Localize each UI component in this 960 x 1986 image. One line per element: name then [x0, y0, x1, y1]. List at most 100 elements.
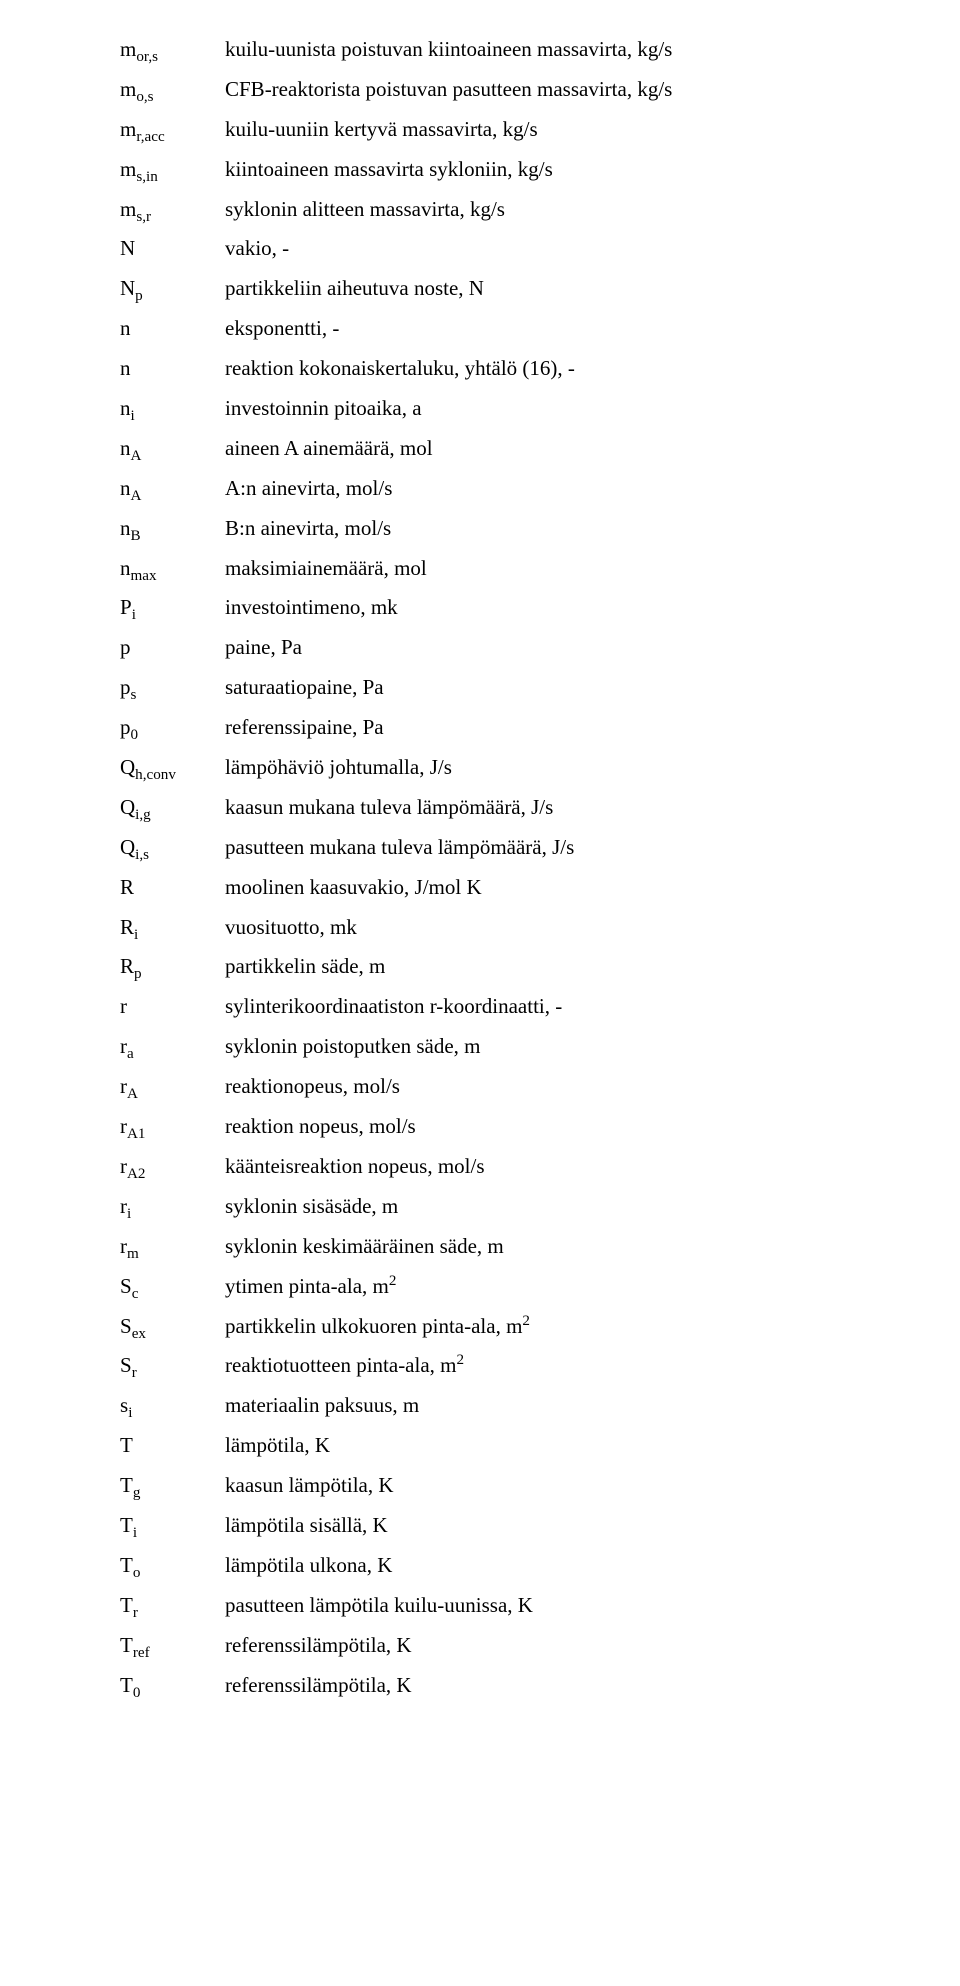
definition-row: simateriaalin paksuus, m — [120, 1386, 960, 1426]
definition-table: mor,skuilu-uunista poistuvan kiintoainee… — [120, 30, 960, 1705]
symbol-cell: R — [120, 868, 225, 908]
definition-row: risyklonin sisäsäde, m — [120, 1187, 960, 1227]
definition-row: rA2käänteisreaktion nopeus, mol/s — [120, 1147, 960, 1187]
definition-cell: reaktion kokonaiskertaluku, yhtälö (16),… — [225, 349, 960, 389]
definition-cell: vakio, - — [225, 229, 960, 269]
symbol-cell: si — [120, 1386, 225, 1426]
definition-row: Trefreferenssilämpötila, K — [120, 1626, 960, 1666]
definition-cell: referenssipaine, Pa — [225, 708, 960, 748]
symbol-cell: nA — [120, 429, 225, 469]
definition-row: Tgkaasun lämpötila, K — [120, 1466, 960, 1506]
definition-row: Srreaktiotuotteen pinta-ala, m2 — [120, 1346, 960, 1386]
definition-cell: lämpötila sisällä, K — [225, 1506, 960, 1546]
definition-cell: vuosituotto, mk — [225, 908, 960, 948]
symbol-cell: Qi,s — [120, 828, 225, 868]
definition-cell: reaktiotuotteen pinta-ala, m2 — [225, 1346, 960, 1386]
symbol-cell: mor,s — [120, 30, 225, 70]
definition-row: Tilämpötila sisällä, K — [120, 1506, 960, 1546]
symbol-cell: nB — [120, 509, 225, 549]
symbol-cell: ra — [120, 1027, 225, 1067]
definition-cell: saturaatiopaine, Pa — [225, 668, 960, 708]
definition-cell: kaasun mukana tuleva lämpömäärä, J/s — [225, 788, 960, 828]
symbol-cell: Rp — [120, 947, 225, 987]
definition-cell: syklonin sisäsäde, m — [225, 1187, 960, 1227]
definition-cell: partikkelin ulkokuoren pinta-ala, m2 — [225, 1307, 960, 1347]
definition-cell: eksponentti, - — [225, 309, 960, 349]
definition-row: ms,rsyklonin alitteen massavirta, kg/s — [120, 190, 960, 230]
definition-cell: ytimen pinta-ala, m2 — [225, 1267, 960, 1307]
definition-cell: kaasun lämpötila, K — [225, 1466, 960, 1506]
definition-cell: kuilu-uunista poistuvan kiintoaineen mas… — [225, 30, 960, 70]
symbol-cell: r — [120, 987, 225, 1027]
symbol-cell: Sr — [120, 1346, 225, 1386]
definition-row: Rivuosituotto, mk — [120, 908, 960, 948]
definition-cell: B:n ainevirta, mol/s — [225, 509, 960, 549]
definition-cell: syklonin poistoputken säde, m — [225, 1027, 960, 1067]
symbol-cell: Qi,g — [120, 788, 225, 828]
definition-row: Rppartikkelin säde, m — [120, 947, 960, 987]
definition-row: rAreaktionopeus, mol/s — [120, 1067, 960, 1107]
definition-cell: reaktionopeus, mol/s — [225, 1067, 960, 1107]
symbol-cell: ps — [120, 668, 225, 708]
definition-row: rmsyklonin keskimääräinen säde, m — [120, 1227, 960, 1267]
definition-row: Tlämpötila, K — [120, 1426, 960, 1466]
symbol-cell: n — [120, 349, 225, 389]
definition-row: nAA:n ainevirta, mol/s — [120, 469, 960, 509]
definition-row: Piinvestointimeno, mk — [120, 588, 960, 628]
definition-cell: maksimiainemäärä, mol — [225, 549, 960, 589]
symbol-cell: nA — [120, 469, 225, 509]
symbol-cell: Qh,conv — [120, 748, 225, 788]
definition-cell: lämpöhäviö johtumalla, J/s — [225, 748, 960, 788]
symbol-cell: ms,in — [120, 150, 225, 190]
definition-cell: A:n ainevirta, mol/s — [225, 469, 960, 509]
definition-cell: partikkeliin aiheutuva noste, N — [225, 269, 960, 309]
definition-row: mo,sCFB-reaktorista poistuvan pasutteen … — [120, 70, 960, 110]
symbol-cell: To — [120, 1546, 225, 1586]
definition-cell: referenssilämpötila, K — [225, 1666, 960, 1706]
definition-cell: sylinterikoordinaatiston r-koordinaatti,… — [225, 987, 960, 1027]
symbol-cell: Tg — [120, 1466, 225, 1506]
definition-row: Trpasutteen lämpötila kuilu-uunissa, K — [120, 1586, 960, 1626]
symbol-cell: mo,s — [120, 70, 225, 110]
definition-cell: kuilu-uuniin kertyvä massavirta, kg/s — [225, 110, 960, 150]
definition-row: Qi,spasutteen mukana tuleva lämpömäärä, … — [120, 828, 960, 868]
definition-row: Tolämpötila ulkona, K — [120, 1546, 960, 1586]
definition-row: nreaktion kokonaiskertaluku, yhtälö (16)… — [120, 349, 960, 389]
symbol-cell: nmax — [120, 549, 225, 589]
symbol-cell: rA — [120, 1067, 225, 1107]
symbol-cell: rA2 — [120, 1147, 225, 1187]
definition-row: ms,inkiintoaineen massavirta sykloniin, … — [120, 150, 960, 190]
symbol-cell: rm — [120, 1227, 225, 1267]
definition-row: ppaine, Pa — [120, 628, 960, 668]
symbol-cell: Ri — [120, 908, 225, 948]
symbol-cell: mr,acc — [120, 110, 225, 150]
definition-row: nmaxmaksimiainemäärä, mol — [120, 549, 960, 589]
symbol-cell: Sc — [120, 1267, 225, 1307]
definition-row: pssaturaatiopaine, Pa — [120, 668, 960, 708]
definition-cell: materiaalin paksuus, m — [225, 1386, 960, 1426]
definition-row: mr,acckuilu-uuniin kertyvä massavirta, k… — [120, 110, 960, 150]
definition-row: nBB:n ainevirta, mol/s — [120, 509, 960, 549]
definition-row: neksponentti, - — [120, 309, 960, 349]
definition-row: mor,skuilu-uunista poistuvan kiintoainee… — [120, 30, 960, 70]
definition-row: Qi,gkaasun mukana tuleva lämpömäärä, J/s — [120, 788, 960, 828]
definition-cell: pasutteen lämpötila kuilu-uunissa, K — [225, 1586, 960, 1626]
definition-row: Sexpartikkelin ulkokuoren pinta-ala, m2 — [120, 1307, 960, 1347]
definition-cell: reaktion nopeus, mol/s — [225, 1107, 960, 1147]
definition-cell: moolinen kaasuvakio, J/mol K — [225, 868, 960, 908]
definition-cell: referenssilämpötila, K — [225, 1626, 960, 1666]
definition-row: Nppartikkeliin aiheutuva noste, N — [120, 269, 960, 309]
definition-row: niinvestoinnin pitoaika, a — [120, 389, 960, 429]
definition-cell: paine, Pa — [225, 628, 960, 668]
symbol-cell: Tr — [120, 1586, 225, 1626]
definition-row: Nvakio, - — [120, 229, 960, 269]
symbol-cell: Ti — [120, 1506, 225, 1546]
definition-row: Scytimen pinta-ala, m2 — [120, 1267, 960, 1307]
definition-cell: investoinnin pitoaika, a — [225, 389, 960, 429]
definition-cell: pasutteen mukana tuleva lämpömäärä, J/s — [225, 828, 960, 868]
definition-cell: CFB-reaktorista poistuvan pasutteen mass… — [225, 70, 960, 110]
definition-row: nAaineen A ainemäärä, mol — [120, 429, 960, 469]
definition-cell: kiintoaineen massavirta sykloniin, kg/s — [225, 150, 960, 190]
definition-row: T0referenssilämpötila, K — [120, 1666, 960, 1706]
symbol-cell: p — [120, 628, 225, 668]
